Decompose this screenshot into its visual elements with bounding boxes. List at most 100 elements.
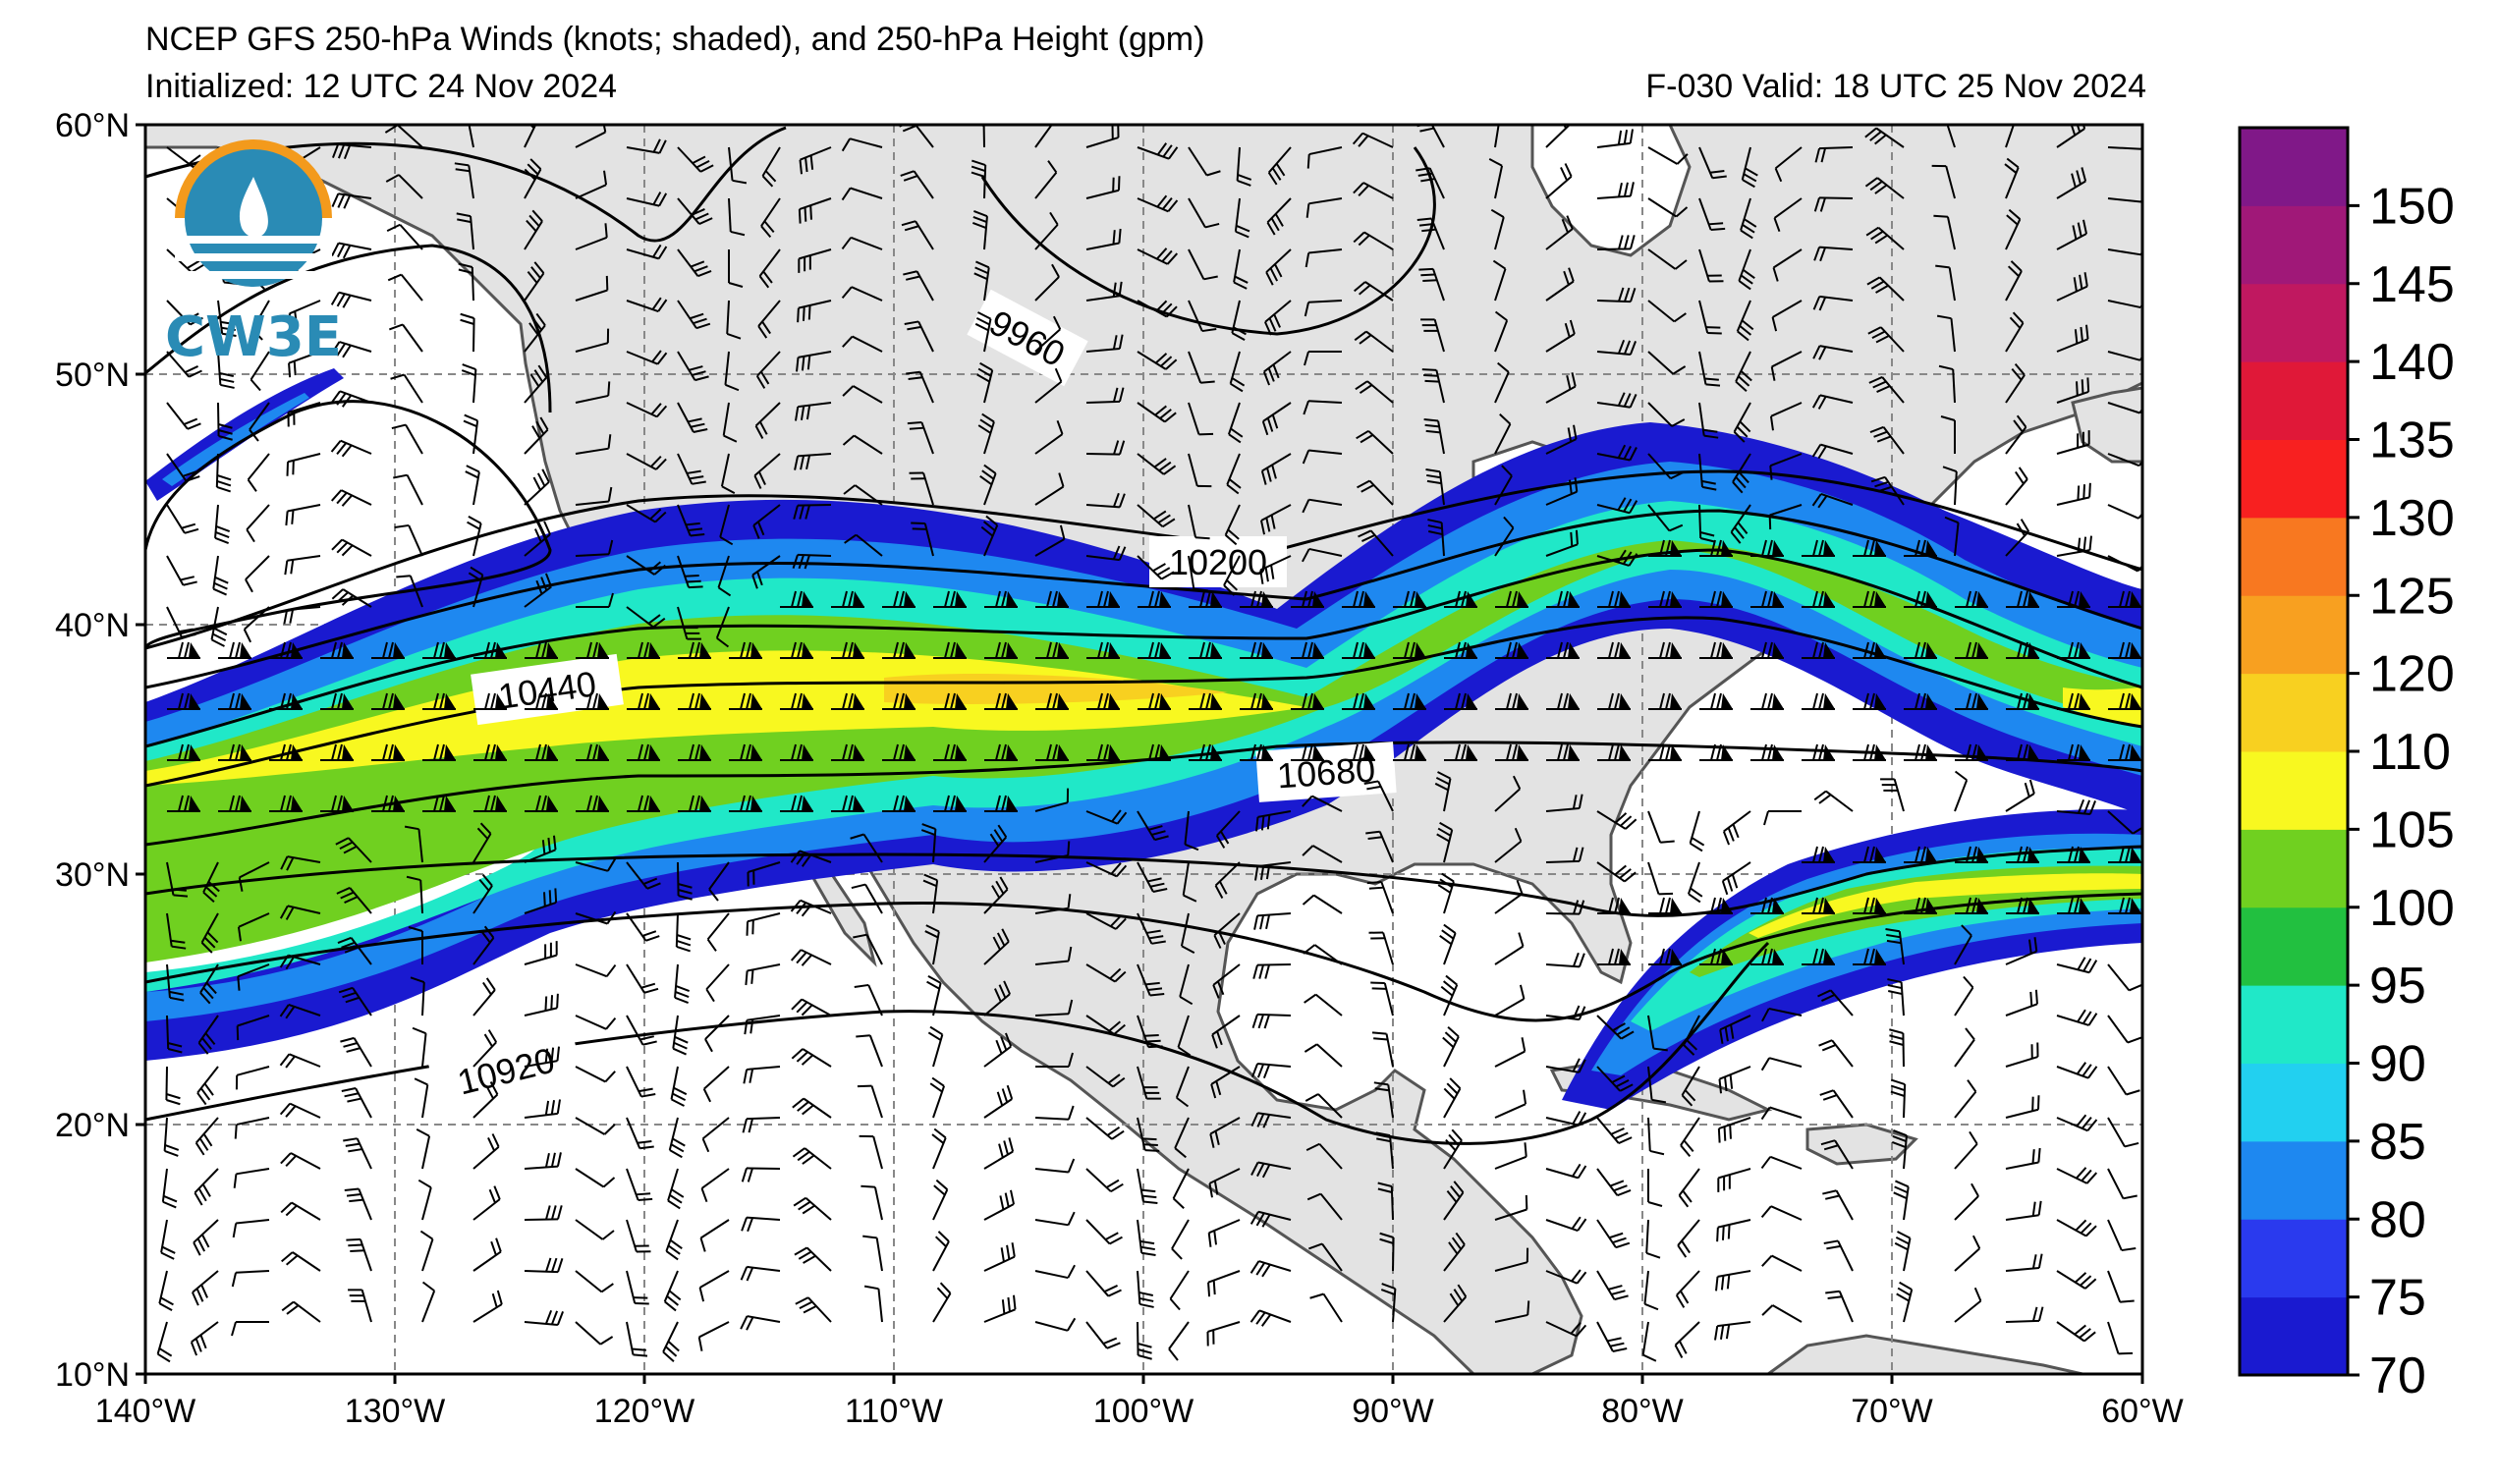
wind-barb	[1954, 1130, 1978, 1170]
wind-barb	[1169, 1270, 1190, 1311]
wind-barb	[1740, 197, 1757, 240]
colorbar-tick-label: 75	[2369, 1270, 2426, 1327]
wind-barb	[1698, 248, 1724, 283]
wind-barb	[1253, 912, 1292, 930]
wind-barb	[1444, 641, 1477, 659]
wind-barb	[843, 484, 883, 506]
wind-barb	[1174, 1117, 1190, 1159]
wind-barb	[1416, 217, 1445, 250]
wind-barb	[1086, 692, 1120, 710]
wind-barb	[842, 385, 883, 404]
wind-barb	[575, 275, 609, 302]
wind-barb	[882, 692, 916, 710]
wind-barb	[388, 323, 423, 353]
wind-barb	[927, 1025, 944, 1068]
wind-barb	[1436, 821, 1454, 863]
wind-barb	[1890, 1078, 1907, 1119]
wind-barb	[909, 471, 934, 506]
wind-barb	[1716, 1219, 1751, 1242]
wind-barb	[1869, 425, 1905, 455]
wind-barb	[1034, 263, 1060, 302]
wind-barb	[1865, 226, 1905, 250]
wind-barb	[524, 1099, 561, 1119]
wind-barb	[421, 1281, 436, 1323]
wind-barb	[2005, 208, 2022, 250]
wind-barb	[1648, 897, 1682, 914]
wind-barb	[1137, 861, 1168, 893]
wind-barb	[460, 312, 475, 353]
wind-barb	[1647, 300, 1687, 323]
wind-barb	[1867, 326, 1905, 353]
wind-barb	[524, 158, 542, 199]
wind-barb	[857, 1084, 883, 1119]
wind-barb	[576, 692, 609, 710]
wind-barb	[341, 1087, 372, 1119]
colorbar-segment	[2240, 283, 2348, 362]
wind-barb	[371, 795, 405, 812]
wind-barb	[166, 861, 189, 898]
wind-barb	[575, 1168, 616, 1188]
wind-barb	[1306, 146, 1343, 169]
wind-barb	[1370, 981, 1394, 1017]
wind-barb	[1266, 197, 1292, 236]
wind-barb	[1597, 590, 1631, 608]
wind-barb	[1802, 846, 1835, 863]
wind-barb	[1137, 142, 1179, 160]
wind-barb	[1226, 453, 1242, 495]
wind-barb	[1597, 692, 1631, 710]
wind-barb	[412, 1026, 427, 1068]
wind-barb	[1249, 1260, 1292, 1278]
colorbar-tick-label: 70	[2369, 1347, 2426, 1404]
wind-barb	[1760, 1057, 1803, 1072]
wind-barb	[279, 954, 321, 970]
wind-barb	[1035, 1052, 1074, 1068]
wind-barb	[1545, 794, 1583, 812]
wind-barb	[795, 402, 832, 421]
wind-barb	[715, 606, 730, 648]
wind-barb	[525, 795, 558, 812]
wind-barb	[1647, 351, 1687, 375]
wind-barb	[882, 590, 916, 608]
wind-barb	[1085, 1168, 1124, 1193]
wind-barb	[780, 795, 813, 812]
wind-barb	[461, 363, 477, 404]
wind-barb	[1393, 590, 1426, 608]
wind-barb	[717, 555, 732, 597]
wind-barb	[1034, 999, 1074, 1017]
wind-barb	[1750, 590, 1784, 608]
wind-barb	[1814, 146, 1854, 163]
wind-barb	[1718, 1066, 1751, 1094]
wind-barb	[320, 692, 354, 710]
wind-barb	[1034, 841, 1071, 863]
wind-barb	[1085, 912, 1127, 930]
wind-barb	[406, 875, 423, 914]
wind-barb	[1137, 963, 1165, 997]
wind-barb	[1377, 1182, 1394, 1221]
wind-barb	[1291, 641, 1324, 659]
wind-barb	[747, 861, 781, 887]
wind-barb	[792, 1147, 832, 1170]
wind-barb	[1596, 182, 1635, 199]
wind-barb	[167, 795, 200, 812]
wind-barb	[1931, 164, 1956, 199]
wind-barb	[575, 486, 613, 506]
wind-barb	[1738, 248, 1755, 291]
wind-barb	[1820, 1139, 1854, 1170]
wind-barb	[269, 641, 303, 659]
wind-barb	[331, 192, 372, 209]
wind-barb	[856, 1034, 883, 1068]
wind-barb	[797, 300, 832, 323]
wind-barb	[984, 743, 1018, 761]
wind-barb	[1495, 743, 1528, 761]
wind-barb	[1085, 545, 1127, 562]
wind-barb	[626, 504, 667, 523]
wind-barb	[1942, 466, 1958, 506]
wind-barb	[1545, 900, 1585, 915]
colorbar-segment	[2240, 985, 2348, 1064]
wind-barb	[1772, 248, 1803, 282]
lon-tick-120: 120°W	[594, 1393, 694, 1430]
wind-barb	[1240, 590, 1273, 608]
wind-barb	[218, 692, 251, 710]
wind-barb	[746, 912, 781, 936]
lon-tick-140: 140°W	[95, 1393, 195, 1430]
